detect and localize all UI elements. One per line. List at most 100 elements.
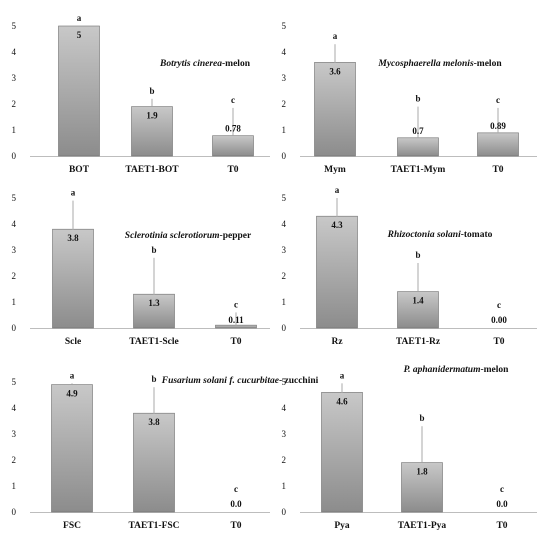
bar <box>397 291 439 329</box>
bar <box>401 462 443 513</box>
y-tick-label: 2 <box>282 99 287 109</box>
data-label: 4.6 <box>336 396 348 406</box>
y-tick-label: 3 <box>282 245 287 255</box>
y-tick-label: 5 <box>12 21 17 31</box>
chart-title-italic: Sclerotinia sclerotiorum <box>125 231 220 241</box>
chart-title-suffix: -melon <box>480 365 509 375</box>
y-tick-label: 5 <box>282 21 287 31</box>
bar <box>131 106 173 157</box>
chart-title-italic: Fusarium solani f. cucurbitae <box>161 376 280 386</box>
chart-title: Fusarium solani f. cucurbitae- zucchini <box>161 376 319 386</box>
data-label: 0.00 <box>491 315 507 325</box>
significance-label: b <box>149 86 154 96</box>
significance-label: b <box>419 413 424 423</box>
significance-label: a <box>77 13 82 23</box>
y-tick-label: 0 <box>282 507 287 517</box>
category-label: TAET1-FSC <box>128 521 179 531</box>
significance-label: b <box>151 374 156 384</box>
significance-label: a <box>71 188 76 198</box>
chart-title-suffix: - zucchini <box>279 376 319 386</box>
chart-title-suffix: -pepper <box>220 231 252 241</box>
category-label: TAET1-Rz <box>396 337 441 347</box>
data-label: 1.8 <box>416 467 428 477</box>
data-label: 1.9 <box>146 111 158 121</box>
significance-label: a <box>340 370 345 380</box>
data-label: 0.89 <box>490 121 506 131</box>
bar <box>52 228 94 329</box>
y-tick-label: 0 <box>282 151 287 161</box>
data-label: 3.8 <box>67 233 79 243</box>
y-tick-label: 1 <box>12 481 17 491</box>
y-tick-label: 3 <box>282 73 287 83</box>
y-tick-label: 2 <box>12 455 17 465</box>
category-label: Scle <box>65 337 81 347</box>
chart-title: Rhizoctonia solani-tomato <box>387 230 493 240</box>
chart-panel: 0 1 2 3 4 5 a 4.3 Rz b 1.4 TAET1-Rz c 0.00 T0 Rhizocton… <box>282 185 537 347</box>
bar <box>215 324 257 329</box>
bar <box>316 215 358 329</box>
y-tick-label: 4 <box>12 219 17 229</box>
data-label: 0.7 <box>412 126 424 136</box>
significance-label: c <box>496 95 500 105</box>
chart-title-italic: Botrytis cinerea <box>159 59 222 69</box>
data-label: 0.0 <box>496 499 508 509</box>
y-tick-label: 5 <box>282 377 287 387</box>
bar <box>58 25 100 157</box>
data-label: 3.6 <box>329 66 341 76</box>
chart-title-italic: P. aphanidermatum <box>404 365 481 375</box>
y-tick-label: 5 <box>282 193 287 203</box>
category-label: T0 <box>227 165 238 175</box>
category-label: TAET1-Mym <box>391 165 446 175</box>
chart-title-suffix: -tomato <box>461 230 493 240</box>
data-label: 4.3 <box>331 220 343 230</box>
y-tick-label: 3 <box>12 73 17 83</box>
y-tick-label: 4 <box>12 403 17 413</box>
chart-panel: 0 1 2 3 4 5 a 4.9 FSC b 3.8 TAET1-FSC c 0.0 T0 Fusarium… <box>12 370 319 531</box>
significance-label: c <box>231 95 235 105</box>
bar <box>477 132 519 157</box>
category-label: T0 <box>230 337 241 347</box>
category-label: FSC <box>63 521 81 531</box>
y-tick-label: 3 <box>282 429 287 439</box>
chart-title: Botrytis cinerea-melon <box>159 59 251 69</box>
chart-title-suffix: -melon <box>222 59 251 69</box>
y-tick-label: 1 <box>12 297 17 307</box>
chart-panel: 0 1 2 3 4 5 a 5 BOT b 1.9 TAET1-BOT c 0.78 T0 Botrytis … <box>12 13 270 175</box>
y-tick-label: 0 <box>12 323 17 333</box>
y-tick-label: 1 <box>282 297 287 307</box>
chart-title-italic: Rhizoctonia solani <box>387 230 461 240</box>
y-tick-label: 2 <box>12 99 17 109</box>
y-tick-label: 3 <box>12 245 17 255</box>
y-tick-label: 0 <box>12 151 17 161</box>
category-label: T0 <box>492 165 503 175</box>
category-label: T0 <box>493 337 504 347</box>
data-label: 3.8 <box>148 417 160 427</box>
category-label: TAET1-BOT <box>125 165 179 175</box>
chart-title: P. aphanidermatum-melon <box>404 365 510 375</box>
category-label: T0 <box>496 521 507 531</box>
significance-label: a <box>333 31 338 41</box>
data-label: 1.4 <box>412 296 424 306</box>
data-label: 0.0 <box>230 499 242 509</box>
chart-title-italic: Mycosphaerella melonis <box>377 59 474 69</box>
bar <box>397 137 439 157</box>
significance-label: a <box>70 370 75 380</box>
significance-label: c <box>234 299 238 309</box>
chart-panel: 0 1 2 3 4 5 a 3.6 Mym b 0.7 TAET1-Mym c 0.89 T0 Mycosph… <box>282 21 537 175</box>
y-tick-label: 0 <box>282 323 287 333</box>
bar <box>51 384 93 513</box>
y-tick-label: 2 <box>12 271 17 281</box>
y-tick-label: 2 <box>282 455 287 465</box>
bar <box>133 412 175 513</box>
category-label: Rz <box>331 337 343 347</box>
y-tick-label: 5 <box>12 193 17 203</box>
category-label: TAET1-Scle <box>129 337 178 347</box>
y-tick-label: 1 <box>282 481 287 491</box>
bar <box>212 135 254 157</box>
significance-label: c <box>500 484 504 494</box>
chart-panel: 0 1 2 3 4 5 a 4.6 Pya b 1.8 TAET1-Pya c 0.0 T0 P. aphan… <box>282 365 537 531</box>
chart-panel: 0 1 2 3 4 5 a 3.8 Scle b 1.3 TAET1-Scle c 0.11 T0 Scler… <box>12 188 270 347</box>
category-label: Pya <box>334 521 350 531</box>
category-label: T0 <box>230 521 241 531</box>
